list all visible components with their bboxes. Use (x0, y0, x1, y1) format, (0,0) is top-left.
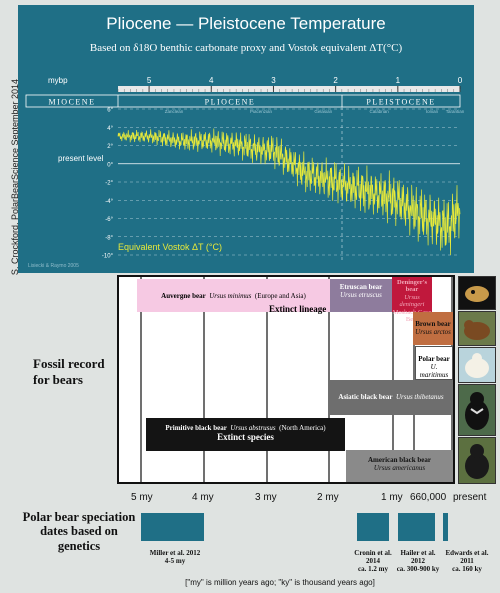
stage-label: Calabrian (370, 109, 390, 114)
bar-auvergne-bear: Auvergne bear Ursus minimus (Europe and … (137, 279, 330, 312)
footnote: ["my" is million years ago; "ky" is thou… (185, 578, 375, 587)
stage-labels: Zanclean Piacenzian Gelasian Calabrian Ionia… (165, 109, 465, 114)
temperature-series-line (117, 128, 461, 256)
y-axis-grid: 6° 4° 2° 0° -2° -4° -6° -8° -10° (102, 108, 460, 260)
x-tick-label: 3 (271, 76, 276, 85)
y-tick-label: -8° (105, 235, 113, 241)
stage-label: Tarantian (446, 109, 465, 114)
spec-bar-hailer (398, 513, 435, 541)
x-tick-label: 4 (209, 76, 214, 85)
extinct-species-label: Extinct species (217, 432, 274, 443)
epoch-pleistocene: PLEISTOCENE (366, 98, 435, 107)
photo-american-black-bear (458, 437, 496, 484)
photo-asiatic-black-bear (458, 384, 496, 436)
fossil-record-title: Fossil record for bears (33, 356, 105, 387)
spec-ref-cronin: Cronin et al. 2014 ca. 1.2 my (354, 549, 392, 574)
timeline-label: present (453, 492, 487, 503)
present-level-label: present level (58, 154, 104, 163)
extinct-lineage-label: Extinct lineage (269, 304, 327, 314)
timeline-label: 5 my (131, 492, 153, 503)
chart-subtitle: Based on δ18O benthic carbonate proxy an… (90, 42, 403, 54)
timeline-label: 4 my (192, 492, 214, 503)
x-axis-ticks: 5 4 3 2 1 0 (117, 76, 463, 92)
x-tick-label: 0 (458, 76, 463, 85)
y-tick-label: 2° (107, 144, 113, 150)
speciation-title: Polar bear speciation dates based on gen… (22, 510, 136, 553)
bar-etruscan-bear: Etruscan bear Ursus etruscus (330, 279, 392, 312)
timeline-label: 2 my (317, 492, 339, 503)
chart-title: Pliocene — Pleistocene Temperature (106, 14, 385, 33)
y-tick-label: -6° (105, 217, 113, 223)
y-tick-label: -4° (105, 199, 113, 205)
bar-brown-bear: Brown bear Ursus arctos (413, 312, 453, 345)
bar-primitive-black-bear: Primitive black bear Ursus abstrusus (No… (146, 418, 345, 451)
timeline-label: 660,000 (410, 492, 447, 503)
bar-asiatic-black-bear: Asiatic black bear Ursus thibetanus (329, 380, 453, 415)
y-tick-label: -2° (105, 181, 113, 187)
axis-unit-label: mybp (48, 76, 68, 85)
stage-label: Piacenzian (250, 109, 273, 114)
spec-bar-cronin (357, 513, 389, 541)
y-tick-label: 0° (107, 162, 113, 168)
fossil-record-panel: Auvergne bear Ursus minimus (Europe and … (117, 275, 455, 484)
x-tick-label: 5 (147, 76, 152, 85)
spec-ref-edwards: Edwards et al. 2011 ca. 160 ky (445, 549, 489, 574)
y-tick-label: 4° (107, 126, 113, 132)
yaxis-label: Equivalent Vostok ΔT (°C) (118, 242, 222, 252)
temperature-chart: Pliocene — Pleistocene Temperature Based… (25, 14, 465, 269)
bar-deningers-bear: Deninger's bear Ursus deningeri Mosbach Ca… (392, 277, 432, 324)
stage-label: Gelasian (314, 109, 332, 114)
spec-ref-miller: Miller et al. 2012 4-5 my (149, 549, 201, 566)
y-tick-label: 6° (107, 108, 113, 114)
epoch-pliocene: PLIOCENE (205, 98, 256, 107)
photo-cave-bear-skull (458, 276, 496, 310)
epoch-band (25, 94, 461, 108)
spec-ref-hailer: Hailer et al. 2012 ca. 300-900 ky (396, 549, 440, 574)
temperature-chart-panel: Pliocene — Pleistocene Temperature Based… (18, 5, 474, 273)
timeline-label: 1 my (381, 492, 403, 503)
spec-bar-edwards (443, 513, 448, 541)
bar-polar-bear: Polar bear U. maritimus (415, 346, 453, 380)
y-tick-label: -10° (102, 254, 114, 260)
x-tick-label: 2 (333, 76, 338, 85)
bar-american-black-bear: American black bear Ursus americanus (346, 450, 453, 482)
source-note: Lisiecki & Raymo 2005 (28, 263, 79, 269)
stage-label: Ionian (426, 109, 439, 114)
stage-label: Zanclean (165, 109, 184, 114)
timeline-label: 3 my (255, 492, 277, 503)
x-tick-label: 1 (396, 76, 401, 85)
epoch-miocene: MIOCENE (49, 98, 96, 107)
photo-polar-bear (458, 347, 496, 383)
spec-bar-miller (141, 513, 204, 541)
photo-brown-bear (458, 311, 496, 346)
ruler-band (118, 86, 460, 92)
